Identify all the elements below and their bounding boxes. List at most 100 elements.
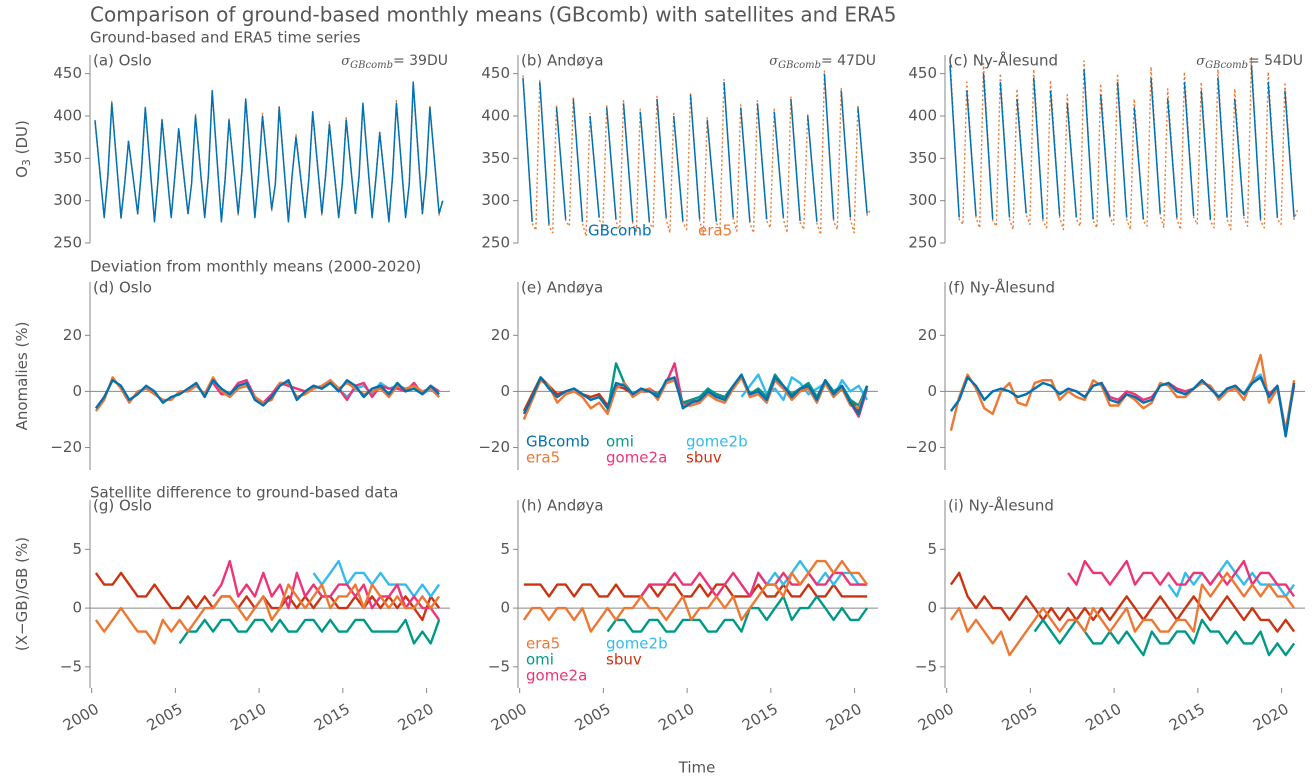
y-tick-label: −5 — [60, 657, 82, 675]
x-tick-label: 2005 — [572, 700, 614, 735]
annotation-subscript: GBcomb — [1205, 60, 1248, 71]
row-title: Deviation from monthly means (2000-2020) — [90, 258, 421, 276]
y-tick-label: 450 — [908, 64, 937, 82]
legend-entry: GBcomb — [588, 222, 651, 240]
x-tick-label: 2000 — [915, 700, 957, 735]
row-title: Satellite difference to ground-based dat… — [90, 484, 398, 502]
y-tick-label: 450 — [53, 64, 82, 82]
y-label-text: Anomalies (%) — [13, 322, 31, 431]
legend-entry: omi — [606, 433, 634, 451]
y-tick-label: 300 — [53, 191, 82, 209]
y-tick-label: 20 — [63, 326, 82, 344]
y-tick-label: −5 — [915, 657, 937, 675]
x-tick-label: 2005 — [144, 700, 186, 735]
y-tick-label: 300 — [481, 191, 510, 209]
y-tick-label: 350 — [53, 149, 82, 167]
figure-title: Comparison of ground-based monthly means… — [90, 3, 897, 27]
series-line — [1167, 373, 1296, 432]
y-tick-label: 250 — [908, 234, 937, 252]
y-tick-label: 0 — [72, 599, 82, 617]
series-line — [522, 373, 869, 416]
series-line — [522, 559, 869, 633]
series-line — [312, 559, 441, 598]
x-tick-label: 2015 — [739, 700, 781, 735]
x-tick-label: 2005 — [999, 700, 1041, 735]
legend-entry: gome2a — [526, 667, 587, 685]
x-axis-label: Time — [678, 759, 716, 777]
annotation-subscript: GBcomb — [778, 60, 821, 71]
panel-title: (e) Andøya — [521, 279, 603, 297]
annotation: σGBcomb= 54DU — [1196, 53, 1303, 71]
series-line — [949, 65, 1295, 220]
panel-title: (g) Oslo — [93, 497, 152, 515]
annotation-symbol: σ — [341, 54, 351, 69]
y-tick-label: 450 — [481, 64, 510, 82]
y-tick-label: 400 — [908, 106, 937, 124]
panel-title: (h) Andøya — [521, 497, 604, 515]
legend-entry: sbuv — [606, 651, 642, 669]
panel-title: (f) Ny-Ålesund — [948, 278, 1055, 297]
y-tick-label: 250 — [481, 234, 510, 252]
series-line — [640, 571, 868, 598]
panel-title: (b) Andøya — [521, 52, 604, 70]
series-line — [1033, 618, 1296, 657]
y-tick-label: 20 — [491, 326, 510, 344]
y-label-text: (X−GB)/GB (%) — [13, 537, 31, 651]
y-tick-label: 5 — [72, 540, 82, 558]
y-tick-label: 0 — [500, 599, 510, 617]
annotation-text: = 47DU — [821, 53, 876, 69]
y-label-subscript: 3 — [20, 159, 33, 166]
y-tick-label: −20 — [50, 438, 82, 456]
y-tick-label: 300 — [908, 191, 937, 209]
annotation-text: = 39DU — [393, 53, 448, 69]
y-tick-label: 400 — [53, 106, 82, 124]
x-tick-label: 2015 — [1166, 700, 1208, 735]
x-tick-label: 2020 — [395, 700, 437, 735]
y-axis-label: (X−GB)/GB (%) — [13, 537, 31, 651]
annotation-symbol: σ — [1196, 54, 1206, 69]
series-line — [949, 571, 1296, 657]
row-title: Ground-based and ERA5 time series — [90, 29, 361, 47]
series-line — [949, 376, 1296, 438]
y-tick-label: 0 — [927, 382, 937, 400]
y-tick-label: 0 — [500, 382, 510, 400]
y-tick-label: 400 — [481, 106, 510, 124]
x-tick-label: 2020 — [823, 700, 865, 735]
y-tick-label: 250 — [53, 234, 82, 252]
series-line — [949, 56, 1299, 231]
y-tick-label: 350 — [908, 149, 937, 167]
y-tick-label: 20 — [918, 326, 937, 344]
series-line — [178, 618, 441, 645]
legend-entry: era5 — [698, 222, 732, 240]
legend-entry: era5 — [526, 449, 560, 467]
x-tick-label: 2000 — [488, 700, 530, 735]
series-line — [94, 571, 441, 622]
annotation-text: = 54DU — [1248, 53, 1303, 69]
series-line — [94, 81, 444, 223]
annotation: σGBcomb= 39DU — [341, 53, 448, 71]
x-tick-label: 2020 — [1250, 700, 1292, 735]
legend-entry: sbuv — [686, 449, 722, 467]
annotation: σGBcomb= 47DU — [769, 53, 876, 71]
y-tick-label: 5 — [500, 540, 510, 558]
y-tick-label: 350 — [481, 149, 510, 167]
annotation-subscript: GBcomb — [350, 60, 393, 71]
legend-entry: era5 — [526, 635, 560, 653]
series-line — [606, 595, 869, 633]
series-line — [949, 571, 1296, 633]
series-line — [1067, 559, 1296, 598]
y-label-text: O — [13, 166, 31, 178]
series-line — [523, 583, 868, 598]
y-tick-label: −5 — [488, 657, 510, 675]
x-tick-label: 2010 — [655, 700, 697, 735]
x-tick-label: 2010 — [1082, 700, 1124, 735]
series-line — [522, 73, 868, 225]
y-tick-label: 0 — [927, 599, 937, 617]
x-tick-label: 2000 — [60, 700, 102, 735]
panel-title: (a) Oslo — [93, 52, 152, 70]
legend-entry: gome2a — [606, 449, 667, 467]
legend-entry: gome2b — [606, 635, 668, 653]
y-tick-label: −20 — [478, 438, 510, 456]
panel-title: (d) Oslo — [93, 279, 152, 297]
